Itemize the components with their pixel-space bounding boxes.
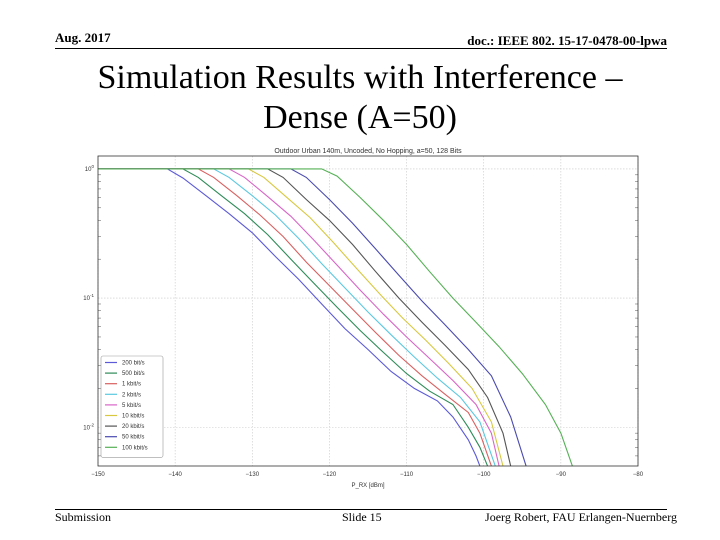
legend-box: [100, 355, 164, 458]
x-tick-label: −140: [168, 472, 182, 478]
legend-label: 20 kbit/s: [122, 424, 144, 430]
x-tick-label: −130: [246, 472, 260, 478]
y-tick-label: 100: [85, 164, 95, 173]
legend-label: 50 kbit/s: [122, 435, 144, 441]
series-line-10-kbit-s: [98, 168, 504, 466]
x-tick-label: −150: [91, 472, 105, 478]
series-line-20-kbit-s: [98, 168, 512, 466]
series-line-1-kbit-s: [98, 168, 492, 466]
header-rule: [55, 48, 667, 49]
series-line-5-kbit-s: [98, 168, 500, 466]
header-doc-id: doc.: IEEE 802. 15-17-0478-00-lpwa: [467, 33, 667, 48]
footer-submission: Submission: [55, 510, 112, 524]
y-tick-label: 10-2: [83, 422, 94, 431]
plot-border: [97, 155, 639, 467]
series-line-50-kbit-s: [98, 168, 527, 466]
series-line-200-bit-s: [98, 168, 481, 466]
slide-title: Simulation Results with Interference – D…: [97, 59, 623, 136]
plot-area: [98, 156, 638, 466]
legend-label: 1 kbit/s: [122, 382, 141, 388]
header-date: Aug. 2017: [55, 30, 111, 45]
x-tick-label: −100: [477, 472, 491, 478]
footer-rule: [55, 509, 667, 510]
x-tick-label: −110: [400, 472, 414, 478]
y-tick-label: 10-1: [83, 293, 94, 302]
chart-title: Outdoor Urban 140m, Uncoded, No Hopping,…: [274, 148, 462, 155]
footer-author: Joerg Robert, FAU Erlangen-Nuernberg: [485, 510, 677, 524]
legend-label: 100 kbit/s: [122, 445, 148, 451]
series-line-2-kbit-s: [98, 168, 496, 466]
legend-label: 500 bit/s: [122, 371, 145, 377]
series-line-500-bit-s: [98, 168, 489, 466]
footer-slide-number: Slide 15: [342, 510, 382, 524]
series-line-100-kbit-s: [98, 168, 573, 466]
legend-label: 10 kbit/s: [122, 414, 144, 420]
x-tick-label: −90: [556, 472, 567, 478]
legend-label: 2 kbit/s: [122, 392, 141, 398]
x-tick-label: −80: [633, 472, 644, 478]
x-tick-label: −120: [323, 472, 337, 478]
ber-chart: Outdoor Urban 140m, Uncoded, No Hopping,…: [83, 148, 644, 489]
legend-label: 200 bit/s: [122, 361, 145, 367]
legend-label: 5 kbit/s: [122, 403, 141, 409]
x-axis-label: P_RX [dBm]: [351, 483, 384, 489]
